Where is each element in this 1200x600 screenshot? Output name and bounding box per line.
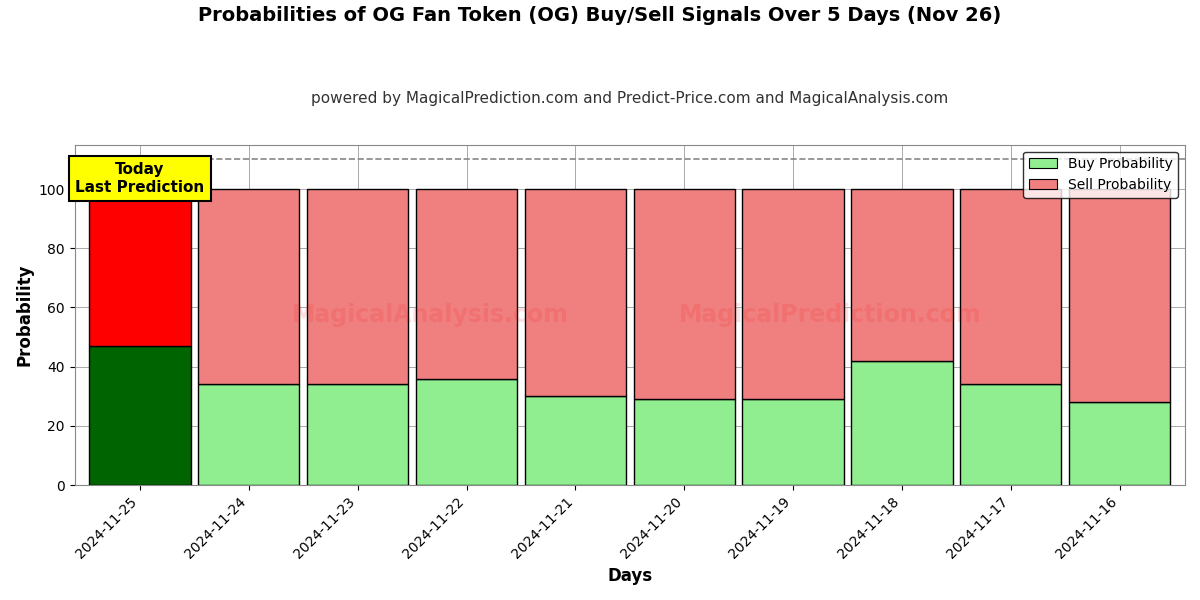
Bar [1069, 189, 1170, 402]
Bar [634, 189, 734, 399]
Bar [198, 189, 300, 385]
Bar [416, 189, 517, 379]
Text: MagicalAnalysis.com: MagicalAnalysis.com [292, 303, 569, 327]
Bar [851, 189, 953, 361]
Bar [524, 189, 626, 396]
Text: Probabilities of OG Fan Token (OG) Buy/Sell Signals Over 5 Days (Nov 26): Probabilities of OG Fan Token (OG) Buy/S… [198, 6, 1002, 25]
Bar [743, 399, 844, 485]
Bar [960, 189, 1062, 385]
Text: MagicalPrediction.com: MagicalPrediction.com [678, 303, 982, 327]
Y-axis label: Probability: Probability [16, 263, 34, 366]
X-axis label: Days: Days [607, 567, 653, 585]
Bar [307, 385, 408, 485]
Legend: Buy Probability, Sell Probability: Buy Probability, Sell Probability [1024, 152, 1178, 197]
Bar [524, 396, 626, 485]
Bar [198, 385, 300, 485]
Bar [416, 379, 517, 485]
Bar [89, 189, 191, 346]
Bar [1069, 402, 1170, 485]
Bar [634, 399, 734, 485]
Bar [960, 385, 1062, 485]
Title: powered by MagicalPrediction.com and Predict-Price.com and MagicalAnalysis.com: powered by MagicalPrediction.com and Pre… [311, 91, 948, 106]
Text: Today
Last Prediction: Today Last Prediction [76, 163, 204, 195]
Bar [743, 189, 844, 399]
Bar [89, 346, 191, 485]
Bar [307, 189, 408, 385]
Bar [851, 361, 953, 485]
